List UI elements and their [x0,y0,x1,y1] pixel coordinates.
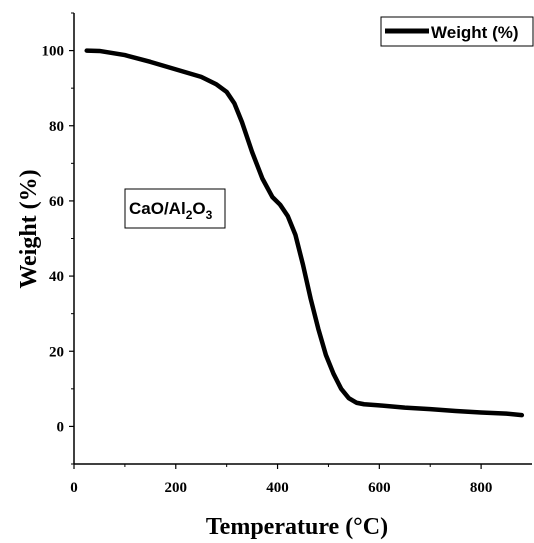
y-axis-title: Weight (%) [16,169,42,288]
series-layer [84,48,525,418]
annotation-box [124,188,226,229]
y-tick-label: 0 [57,419,65,435]
x-tick-label: 200 [165,480,188,496]
legend-label: Weight (%) [431,23,519,42]
plot-frame [73,13,532,465]
annotation-text-main: CaO/Al [129,199,186,218]
annotation-sub-1: 2 [186,208,193,222]
y-tick-label: 60 [49,194,64,210]
y-tick-label: 80 [49,119,64,135]
y-axis-ticks: 0 20 40 60 80 100 [42,12,74,465]
x-tick-label: 400 [266,480,289,496]
x-tick-label: 0 [70,480,78,496]
x-axis-ticks: 0 200 400 600 800 [70,464,492,496]
x-tick-label: 600 [368,480,391,496]
weight-series-line [84,48,525,418]
annotation-sub-2: 3 [206,208,213,222]
legend: Weight (%) [380,16,534,47]
annotation-text-mid: O [192,199,205,218]
annotation-label: CaO/Al2O3 [129,199,213,222]
x-axis-title: Temperature (°C) [206,514,388,540]
y-tick-label: 20 [49,344,64,360]
y-tick-label: 40 [49,269,64,285]
y-tick-label: 100 [42,44,65,60]
sample-annotation: CaO/Al2O3 [124,188,226,229]
x-tick-label: 800 [470,480,493,496]
